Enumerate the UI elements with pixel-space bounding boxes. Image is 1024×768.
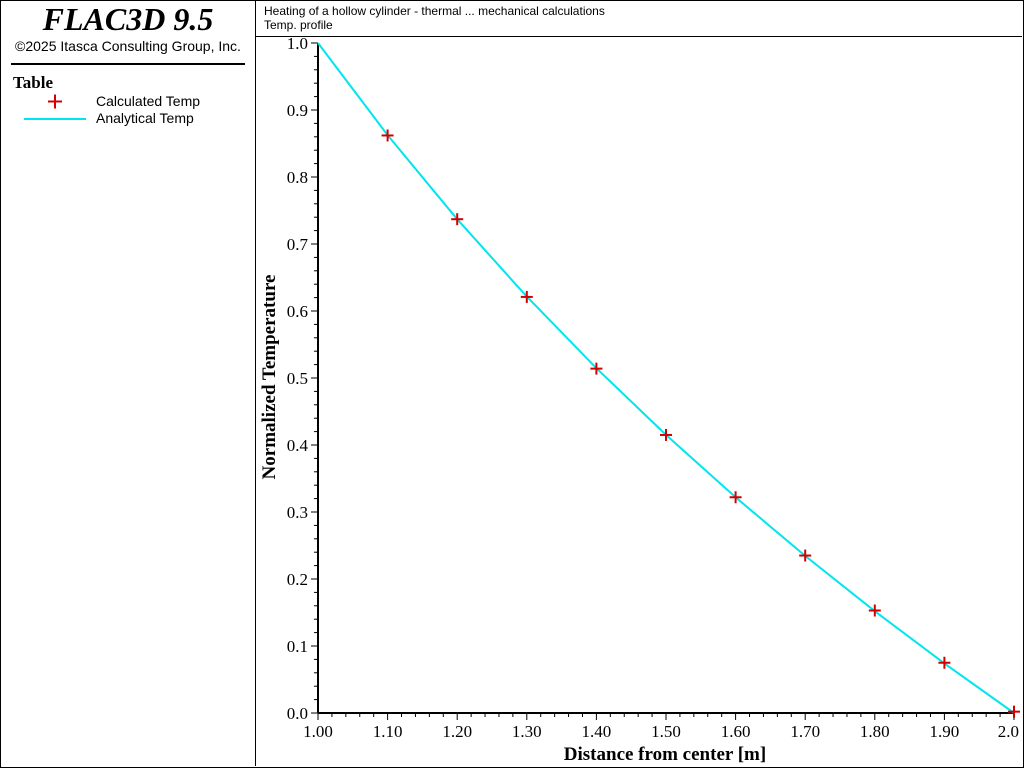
calculated-temp-point xyxy=(799,549,812,562)
analytical-temp-line xyxy=(317,42,1015,714)
temperature-chart: 0.0 0.1 0.2 0.3 0.4 0.5 0.6 0.7 0.8 0.9 1.0 1.00 1.1… xyxy=(259,37,1020,765)
legend-item-calculated-temp: Calculated Temp xyxy=(21,93,251,110)
y-tick-label: 0.1 xyxy=(287,637,308,656)
calculated-temp-point xyxy=(729,491,742,504)
calculated-temp-point xyxy=(381,129,394,142)
y-tick-label: 0.4 xyxy=(287,436,309,455)
x-tick-label: 2.0 xyxy=(998,722,1019,741)
calculated-temp-point xyxy=(520,290,533,303)
calculated-temp-point xyxy=(938,656,951,669)
x-axis-label: Distance from center [m] xyxy=(564,744,766,765)
app-title: FLAC3D 9.5 xyxy=(42,1,214,37)
y-tick-label: 1.0 xyxy=(287,37,308,53)
x-tick-label: 1.60 xyxy=(721,722,751,741)
calculated-temp-point xyxy=(451,213,464,226)
y-axis-label: Normalized Temperature xyxy=(259,275,280,480)
y-tick-label: 0.9 xyxy=(287,101,308,120)
y-tick-label: 0.2 xyxy=(287,570,308,589)
legend-label: Analytical Temp xyxy=(96,110,194,126)
y-tick-label: 0.8 xyxy=(287,168,308,187)
x-tick-label: 1.40 xyxy=(582,722,612,741)
x-tick-label: 1.50 xyxy=(651,722,681,741)
calculated-temp-point xyxy=(660,428,672,441)
x-tick-label: 1.30 xyxy=(512,722,542,741)
calculated-temp-point xyxy=(590,362,603,375)
x-tick-label: 1.00 xyxy=(303,722,333,741)
legend-panel: FLAC3D 9.5 ©2025 Itasca Consulting Group… xyxy=(1,1,256,766)
x-tick-label: 1.80 xyxy=(860,722,890,741)
x-tick-label: 1.70 xyxy=(790,722,820,741)
legend-item-analytical-temp: Analytical Temp xyxy=(21,110,251,127)
line-swatch-icon xyxy=(24,118,86,120)
divider xyxy=(11,63,245,65)
y-tick-label: 0.0 xyxy=(287,704,308,723)
y-tick-label: 0.3 xyxy=(287,503,308,522)
plot-title: Heating of a hollow cylinder - thermal .… xyxy=(264,4,605,18)
legend-label: Calculated Temp xyxy=(96,93,201,109)
copyright-text: ©2025 Itasca Consulting Group, Inc. xyxy=(15,38,241,54)
calculated-temp-point xyxy=(868,604,881,617)
x-tick-label: 1.90 xyxy=(930,722,960,741)
plus-icon xyxy=(48,94,62,109)
x-tick-label: 1.10 xyxy=(373,722,403,741)
y-tick-label: 0.7 xyxy=(287,235,309,254)
legend-title: Table xyxy=(13,73,54,92)
x-tick-label: 1.20 xyxy=(442,722,472,741)
calculated-temp-point xyxy=(1008,705,1020,718)
plot-subtitle: Temp. profile xyxy=(264,18,333,32)
plot-header: Heating of a hollow cylinder - thermal .… xyxy=(256,1,1022,37)
y-tick-label: 0.5 xyxy=(287,369,308,388)
y-tick-label: 0.6 xyxy=(287,302,308,321)
